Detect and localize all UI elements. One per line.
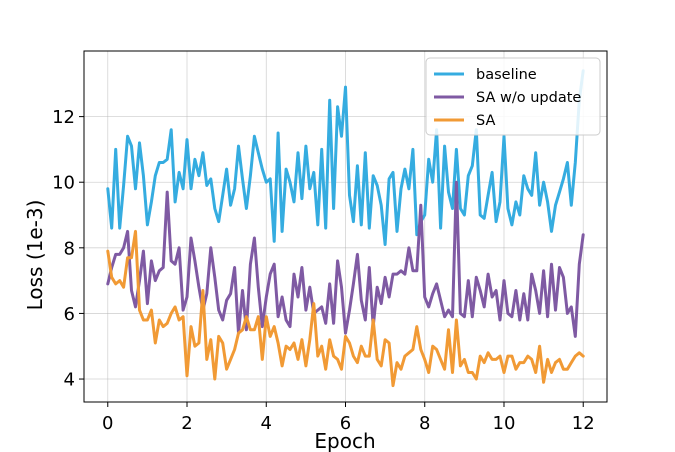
y-tick-label: 12 (52, 107, 75, 128)
x-tick-label: 0 (102, 413, 113, 434)
y-tick-label: 4 (64, 370, 75, 391)
x-tick-label: 6 (340, 413, 351, 434)
y-axis-title: Loss (1e-3) (23, 200, 47, 311)
y-tick-label: 10 (52, 173, 75, 194)
y-tick-label: 8 (64, 238, 75, 259)
series-line-sa (106, 229, 585, 388)
x-tick-label: 4 (261, 413, 272, 434)
ticks: 0 2 4 6 8 10 12 4 6 8 10 12 (52, 107, 595, 434)
x-tick-label: 10 (493, 413, 516, 434)
series-line-baseline (106, 69, 585, 246)
legend-label: SA w/o update (476, 90, 581, 106)
legend-box (425, 57, 601, 136)
y-tick-label: 6 (64, 304, 75, 325)
legend-label: baseline (476, 67, 537, 83)
x-tick-label: 2 (181, 413, 192, 434)
x-axis-title: Epoch (314, 429, 375, 452)
series-layer (106, 69, 585, 388)
x-tick-label: 12 (572, 413, 595, 434)
series-line-sa-w-o-update (106, 180, 585, 338)
legend-label: SA (476, 113, 495, 129)
x-tick-label: 8 (419, 413, 430, 434)
legend: baseline SA w/o update SA (425, 57, 601, 136)
